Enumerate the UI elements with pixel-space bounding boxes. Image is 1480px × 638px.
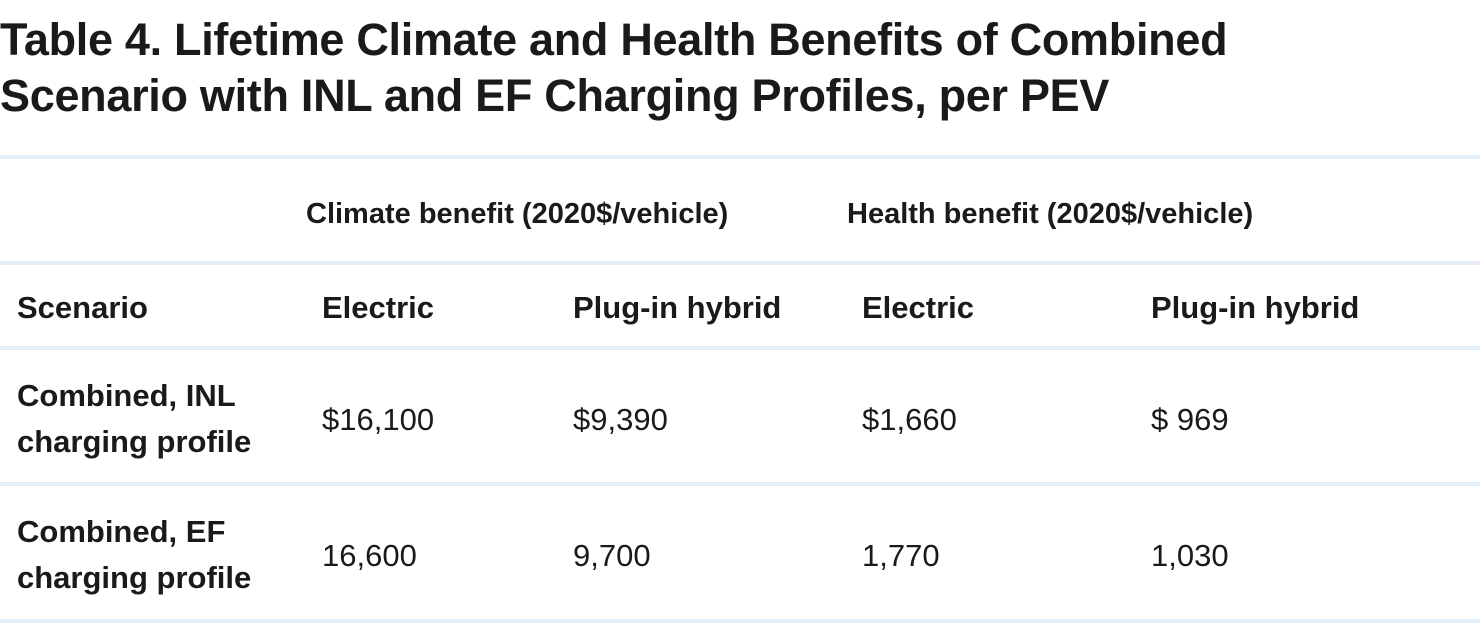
divider-group-header <box>0 261 1480 265</box>
row-label: Combined, EF charging profile <box>17 509 307 601</box>
cell-climate-electric: $16,100 <box>322 402 435 437</box>
page-title: Table 4. Lifetime Climate and Health Ben… <box>0 12 1440 124</box>
divider-bottom <box>0 619 1480 623</box>
row-label-line-2: charging profile <box>17 424 252 459</box>
row-label-line-1: Combined, EF <box>17 514 226 549</box>
column-header-scenario: Scenario <box>17 290 148 325</box>
cell-health-electric: 1,770 <box>862 538 940 573</box>
group-header-health: Health benefit (2020$/vehicle) <box>847 198 1254 230</box>
cell-health-electric: $1,660 <box>862 402 957 437</box>
column-header-health-phev: Plug-in hybrid <box>1151 290 1360 325</box>
cell-climate-electric: 16,600 <box>322 538 417 573</box>
title-line-1: Table 4. Lifetime Climate and Health Ben… <box>0 14 1228 65</box>
cell-health-phev: 1,030 <box>1151 538 1229 573</box>
column-header-climate-electric: Electric <box>322 290 435 325</box>
row-label: Combined, INL charging profile <box>17 373 307 465</box>
cell-climate-phev: $9,390 <box>573 402 668 437</box>
row-label-line-2: charging profile <box>17 560 252 595</box>
cell-health-phev: $ 969 <box>1151 402 1229 437</box>
group-header-climate: Climate benefit (2020$/vehicle) <box>306 198 729 230</box>
row-label-line-1: Combined, INL <box>17 378 236 413</box>
cell-climate-phev: 9,700 <box>573 538 651 573</box>
column-header-climate-phev: Plug-in hybrid <box>573 290 782 325</box>
divider-top <box>0 155 1480 159</box>
divider-row <box>0 482 1480 486</box>
title-line-2: Scenario with INL and EF Charging Profil… <box>0 70 1110 121</box>
divider-column-header <box>0 346 1480 350</box>
column-header-health-electric: Electric <box>862 290 975 325</box>
